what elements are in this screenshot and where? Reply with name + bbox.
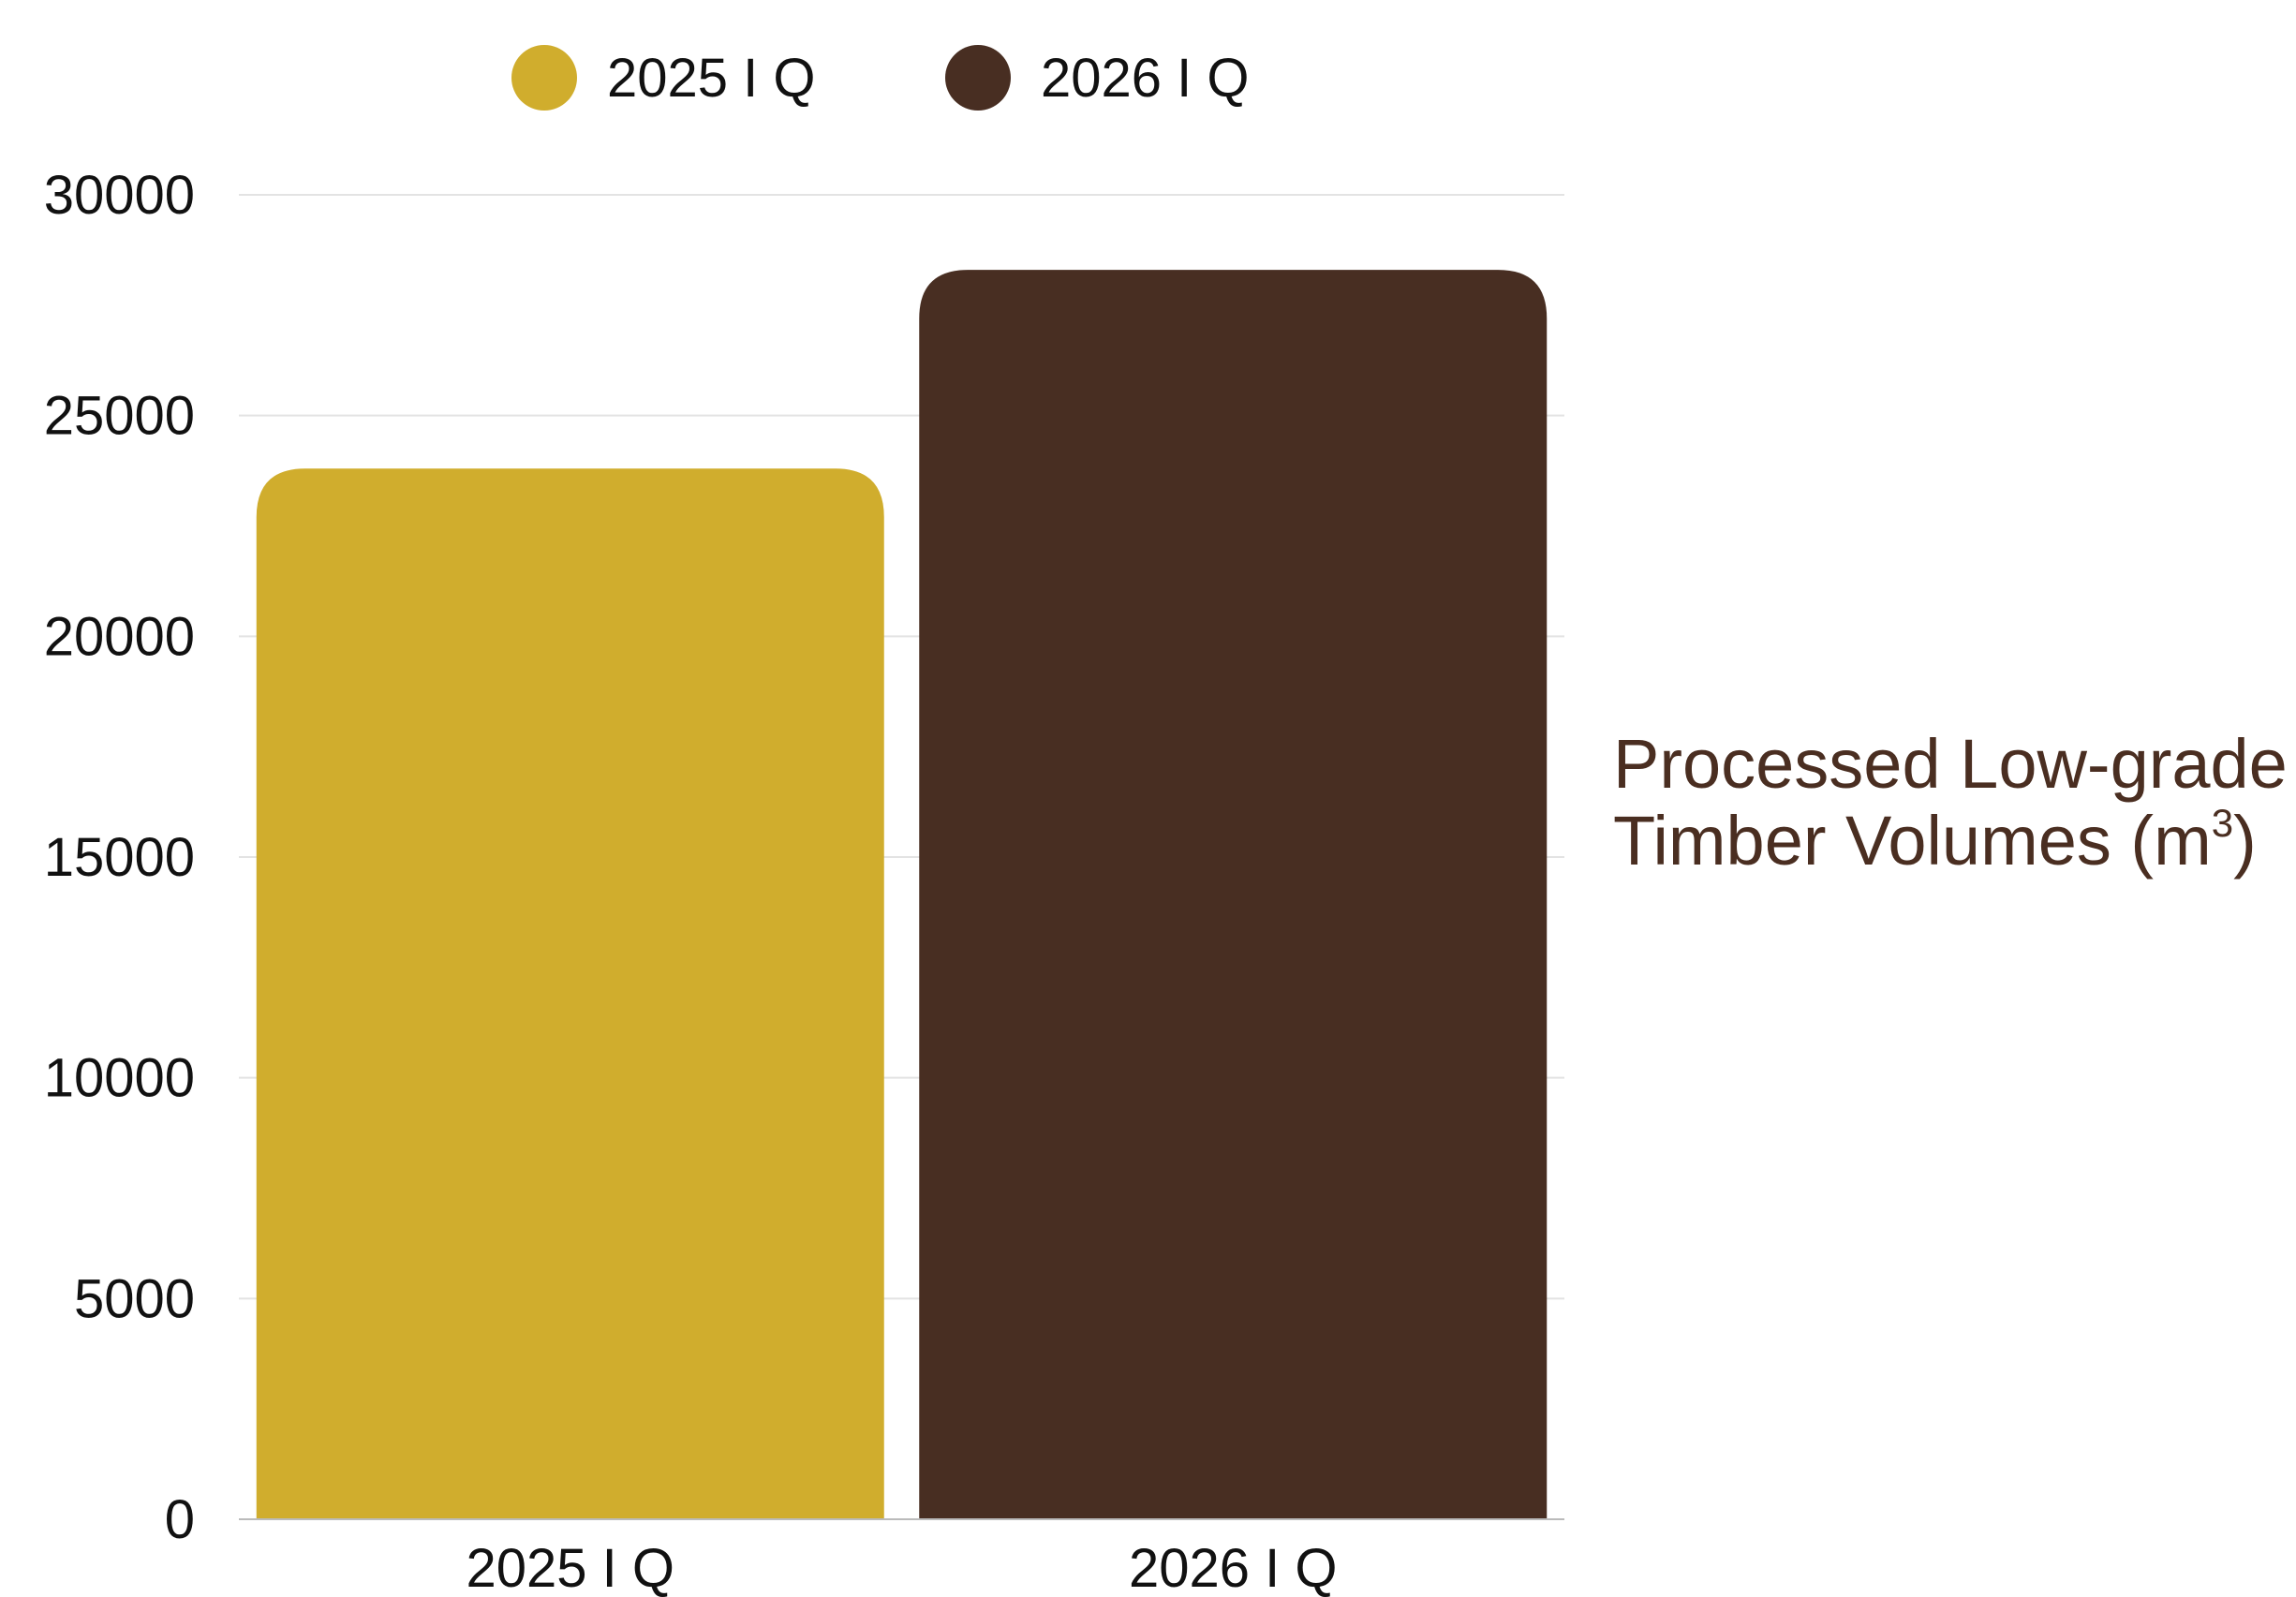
side-annotation-line2-close: ) [2233, 802, 2257, 880]
y-tick-label: 15000 [44, 827, 195, 888]
legend: 2025 I Q 2026 I Q [511, 45, 1249, 111]
y-tick-label: 20000 [44, 606, 195, 667]
side-annotation-line2-text: Timber Volumes (m [1613, 802, 2212, 880]
y-tick-label: 10000 [44, 1048, 195, 1109]
side-annotation: Processed Low-grade Timber Volumes (m3) [1613, 726, 2288, 880]
bar-1 [256, 468, 884, 1519]
bar-2 [919, 270, 1548, 1519]
x-axis-ticks: 2025 I Q 2026 I Q [467, 1538, 1338, 1597]
bars [256, 270, 1548, 1519]
side-annotation-line1: Processed Low-grade [1613, 725, 2288, 803]
legend-swatch-1 [511, 45, 577, 111]
legend-label-1: 2025 I Q [607, 48, 815, 109]
legend-label-2: 2026 I Q [1041, 48, 1249, 109]
y-axis-ticks: 0 5000 10000 15000 20000 25000 30000 [44, 165, 195, 1550]
y-tick-label: 0 [165, 1489, 195, 1550]
y-tick-label: 25000 [44, 386, 195, 447]
y-tick-label: 5000 [74, 1268, 195, 1329]
side-annotation-line2: Timber Volumes (m3) [1613, 803, 2288, 880]
legend-swatch-2 [945, 45, 1011, 111]
y-tick-label: 30000 [44, 165, 195, 226]
x-tick-label: 2025 I Q [467, 1538, 674, 1597]
x-tick-label: 2026 I Q [1129, 1538, 1337, 1597]
side-annotation-superscript: 3 [2211, 801, 2234, 846]
